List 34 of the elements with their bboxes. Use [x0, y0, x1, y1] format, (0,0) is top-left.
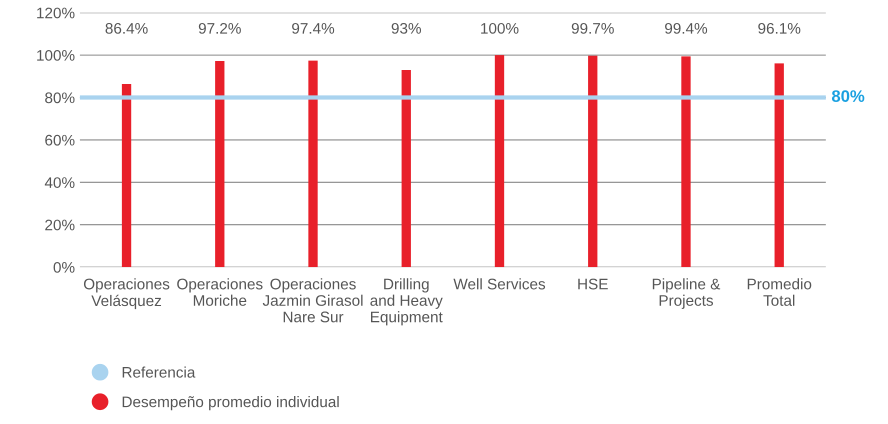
- x-tick-label: Promedio Total: [748, 278, 812, 306]
- y-tick-label: 40%: [44, 177, 75, 188]
- x-tick-label: Operaciones Jazmin Girasol Nare Sur: [262, 278, 363, 322]
- bar: [588, 56, 598, 268]
- text: 93%: [392, 22, 422, 34]
- text: 100%: [481, 22, 518, 34]
- text: 99.4%: [665, 22, 708, 34]
- legend-label: Desempeño promedio individual: [122, 396, 339, 410]
- bar: [402, 70, 411, 268]
- text: 99.7%: [572, 22, 614, 34]
- bar: [215, 61, 224, 268]
- x-tick-label: Drilling and Heavy Equipment: [370, 278, 443, 326]
- y-tick-label: 120%: [37, 8, 75, 18]
- text: 96.1%: [758, 22, 800, 34]
- bar: [122, 84, 132, 268]
- text: 80%: [832, 90, 864, 102]
- y-tick-label: 0%: [54, 262, 75, 273]
- x-tick-label: HSE: [578, 278, 608, 290]
- bar: [308, 60, 318, 268]
- bar: [494, 55, 504, 268]
- y-tick-label: 100%: [37, 50, 75, 61]
- x-tick-label: Pipeline & Projects: [652, 278, 720, 309]
- bar: [774, 63, 784, 268]
- text: 97.4%: [292, 22, 334, 34]
- x-tick-label: Operaciones Moriche: [177, 278, 263, 306]
- text: 86.4%: [106, 22, 148, 34]
- y-tick-label: 20%: [45, 220, 75, 230]
- x-tick-label: Operaciones Velásquez: [84, 278, 170, 310]
- legend-label: Referencia: [122, 366, 196, 378]
- bar: [681, 56, 691, 268]
- y-tick-label: 80%: [45, 92, 75, 104]
- x-tick-label: Well Services: [453, 278, 546, 290]
- text: 97.2%: [198, 22, 241, 34]
- y-tick-label: 60%: [45, 134, 75, 146]
